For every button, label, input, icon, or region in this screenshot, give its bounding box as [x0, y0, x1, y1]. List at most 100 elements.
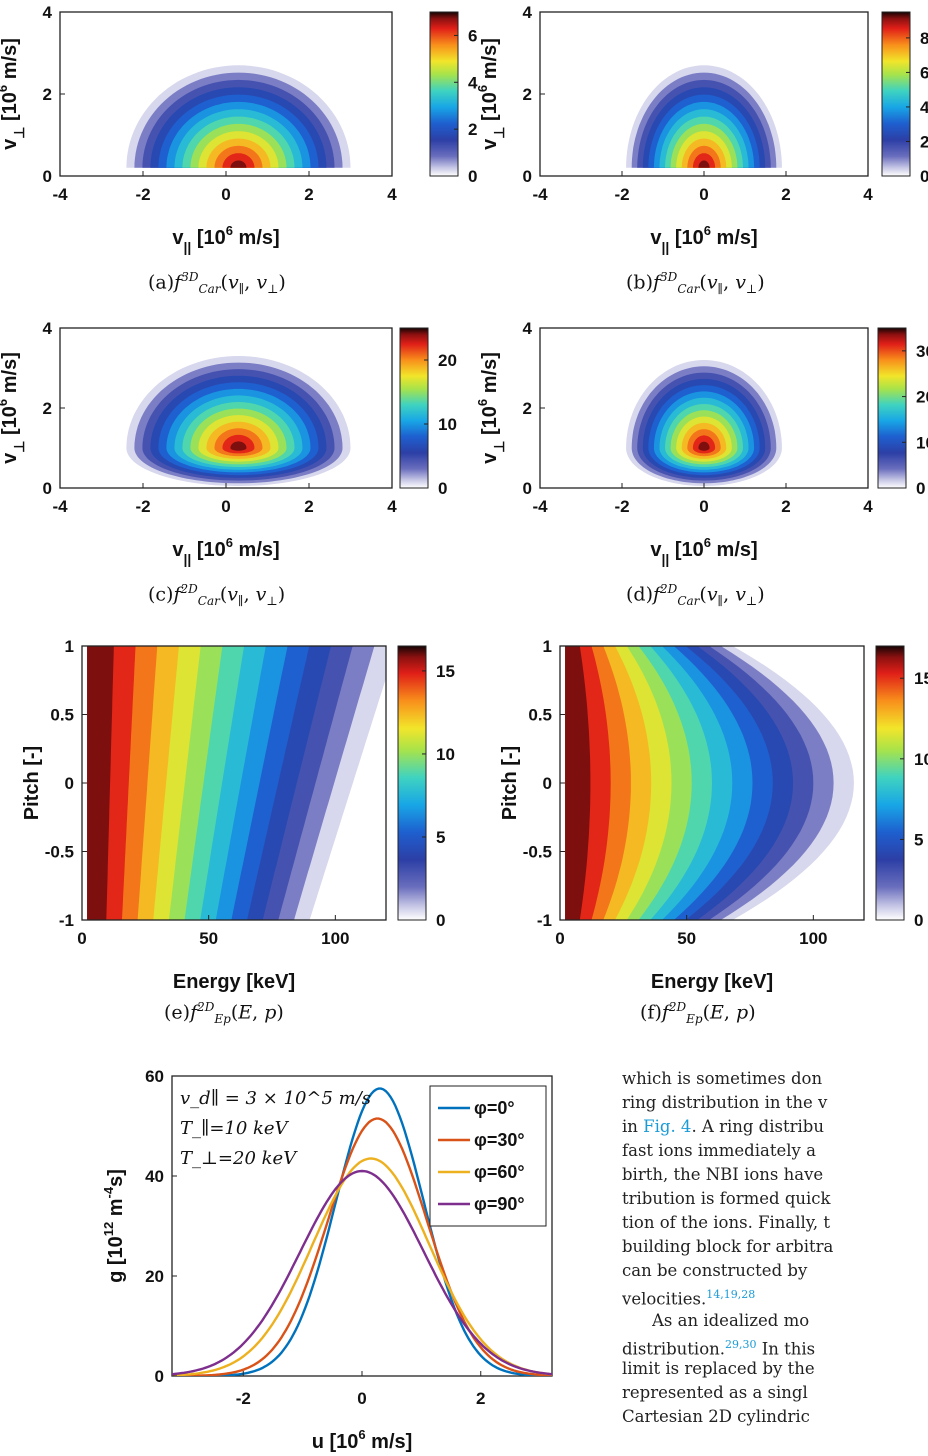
colorbar-tick-label: 0	[914, 911, 923, 930]
colorbar-tick-label: 2	[920, 132, 928, 151]
x-tick-label: 4	[387, 497, 397, 516]
citation-link[interactable]: 29,30	[725, 1338, 757, 1351]
x-tick-label: 4	[863, 497, 873, 516]
y-tick-label: 4	[43, 3, 53, 22]
annotation-perpendicular-temperature: T_⊥=20 keV	[180, 1148, 298, 1169]
y-tick-label: 2	[43, 85, 52, 104]
x-tick-label: 0	[699, 497, 708, 516]
colorbar	[881, 11, 911, 177]
colorbar	[429, 11, 459, 177]
x-tick-label: -4	[52, 185, 68, 204]
x-tick-label: 2	[304, 497, 313, 516]
y-tick-label: 0.5	[50, 706, 74, 725]
colorbar	[397, 645, 427, 921]
body-line: As an idealized mo	[652, 1311, 810, 1330]
y-tick-label: 4	[43, 319, 53, 338]
heatmap-field	[87, 646, 386, 920]
y-tick-label: -0.5	[45, 843, 74, 862]
x-tick-label: 2	[304, 185, 313, 204]
colorbar-tick-label: 10	[436, 745, 455, 764]
y-tick-label: 0	[155, 1367, 164, 1386]
x-tick-label: 0	[699, 185, 708, 204]
caption-b: (b)f3DCar(v∥, v⊥)	[626, 270, 765, 297]
x-axis-label: v|| [106 m/s]	[650, 223, 757, 255]
x-tick-label: -2	[135, 497, 150, 516]
caption-d: (d)f2DCar(v∥, v⊥)	[626, 582, 765, 609]
x-tick-label: -2	[614, 497, 629, 516]
series-group	[172, 1087, 552, 1376]
y-axis-label: v⊥ [106 m/s]	[475, 352, 507, 464]
x-tick-label: 100	[799, 929, 827, 948]
body-line: in Fig. 4. A ring distribu	[622, 1117, 824, 1136]
y-tick-label: 4	[523, 319, 533, 338]
colorbar-tick-label: 10	[916, 433, 928, 452]
colorbar-tick-label: 15	[914, 669, 928, 688]
heatmap-field	[126, 65, 351, 168]
colorbar-tick-label: 0	[436, 911, 445, 930]
x-tick-label: -4	[532, 185, 548, 204]
colorbar	[875, 645, 905, 921]
heatmap-field	[126, 356, 351, 486]
body-line: velocities.14,19,28	[622, 1288, 756, 1309]
y-tick-label: 0	[43, 167, 52, 186]
body-line: distribution.29,30 In this	[622, 1338, 816, 1359]
chart-panel-c: -4 -2 0 2 4 0 2 4 v|| [106 m/s] v⊥ [106 m/s] 0 10 20	[0, 319, 457, 567]
colorbar-tick-label: 4	[920, 98, 928, 117]
colorbar-tick-label: 5	[914, 830, 923, 849]
x-tick-label: 50	[677, 929, 696, 948]
colorbar	[399, 327, 429, 489]
colorbar-tick-label: 30	[916, 342, 928, 361]
contour-level	[698, 441, 710, 451]
x-tick-label: 50	[199, 929, 218, 948]
x-tick-label: 0	[221, 497, 230, 516]
contour-level	[87, 646, 114, 920]
y-tick-label: 2	[523, 85, 532, 104]
figure-reference-link[interactable]: Fig. 4	[643, 1117, 692, 1136]
y-tick-label: 20	[145, 1267, 164, 1286]
colorbar-tick-label: 0	[916, 479, 925, 498]
chart-panel-d: -4 -2 0 2 4 0 2 4 v|| [106 m/s] v⊥ [106 m/s] 0 10 20…	[475, 319, 928, 567]
y-tick-label: -1	[59, 911, 74, 930]
colorbar-tick-label: 8	[920, 29, 928, 48]
chart-panel-a: -4 -2 0 2 4 0 2 4 v|| [106 m/s] v⊥ [106 m/s] 0 2 4 6	[0, 3, 478, 255]
x-tick-label: 0	[77, 929, 86, 948]
legend-label: φ=90°	[474, 1194, 525, 1214]
y-tick-label: -0.5	[523, 843, 552, 862]
legend-label: φ=60°	[474, 1162, 525, 1182]
colorbar-tick-label: 15	[436, 662, 455, 681]
x-axis-label: v|| [106 m/s]	[172, 223, 279, 255]
body-line: tion of the ions. Finally, t	[622, 1213, 831, 1232]
x-tick-label: 2	[781, 185, 790, 204]
y-axis-label: v⊥ [106 m/s]	[0, 38, 27, 150]
x-axis-label: Energy [keV]	[651, 971, 773, 993]
y-axis-label: v⊥ [106 m/s]	[475, 38, 507, 150]
legend-label: φ=0°	[474, 1098, 515, 1118]
body-line: birth, the NBI ions have	[622, 1165, 824, 1184]
colorbar-tick-label: 0	[920, 167, 928, 186]
y-tick-label: 0	[43, 479, 52, 498]
body-line: building block for arbitra	[622, 1237, 834, 1256]
x-tick-label: 0	[221, 185, 230, 204]
caption-f: (f)f2DEp(E, p)	[640, 1000, 756, 1027]
x-tick-label: -4	[532, 497, 548, 516]
chart-panel-b: -4 -2 0 2 4 0 2 4 v|| [106 m/s] v⊥ [106 m/s] 0 2 4 6 8	[475, 3, 928, 255]
x-tick-label: 2	[781, 497, 790, 516]
legend-label: φ=30°	[474, 1130, 525, 1150]
colorbar-tick-label: 10	[438, 415, 457, 434]
x-tick-label: -4	[52, 497, 68, 516]
series-line	[172, 1087, 552, 1376]
y-tick-label: 40	[145, 1167, 164, 1186]
colorbar	[877, 327, 907, 489]
y-tick-label: 0	[523, 167, 532, 186]
y-tick-label: 0.5	[528, 706, 552, 725]
colorbar-tick-label: 20	[916, 388, 928, 407]
body-line: can be constructed by	[622, 1261, 808, 1280]
x-axis-label: v|| [106 m/s]	[650, 535, 757, 567]
contour-level	[230, 441, 247, 451]
body-line: tribution is formed quick	[622, 1189, 831, 1208]
x-tick-label: 4	[863, 185, 873, 204]
x-axis-label: v|| [106 m/s]	[172, 535, 279, 567]
citation-link[interactable]: 14,19,28	[706, 1288, 756, 1301]
body-line: represented as a singl	[622, 1383, 808, 1402]
